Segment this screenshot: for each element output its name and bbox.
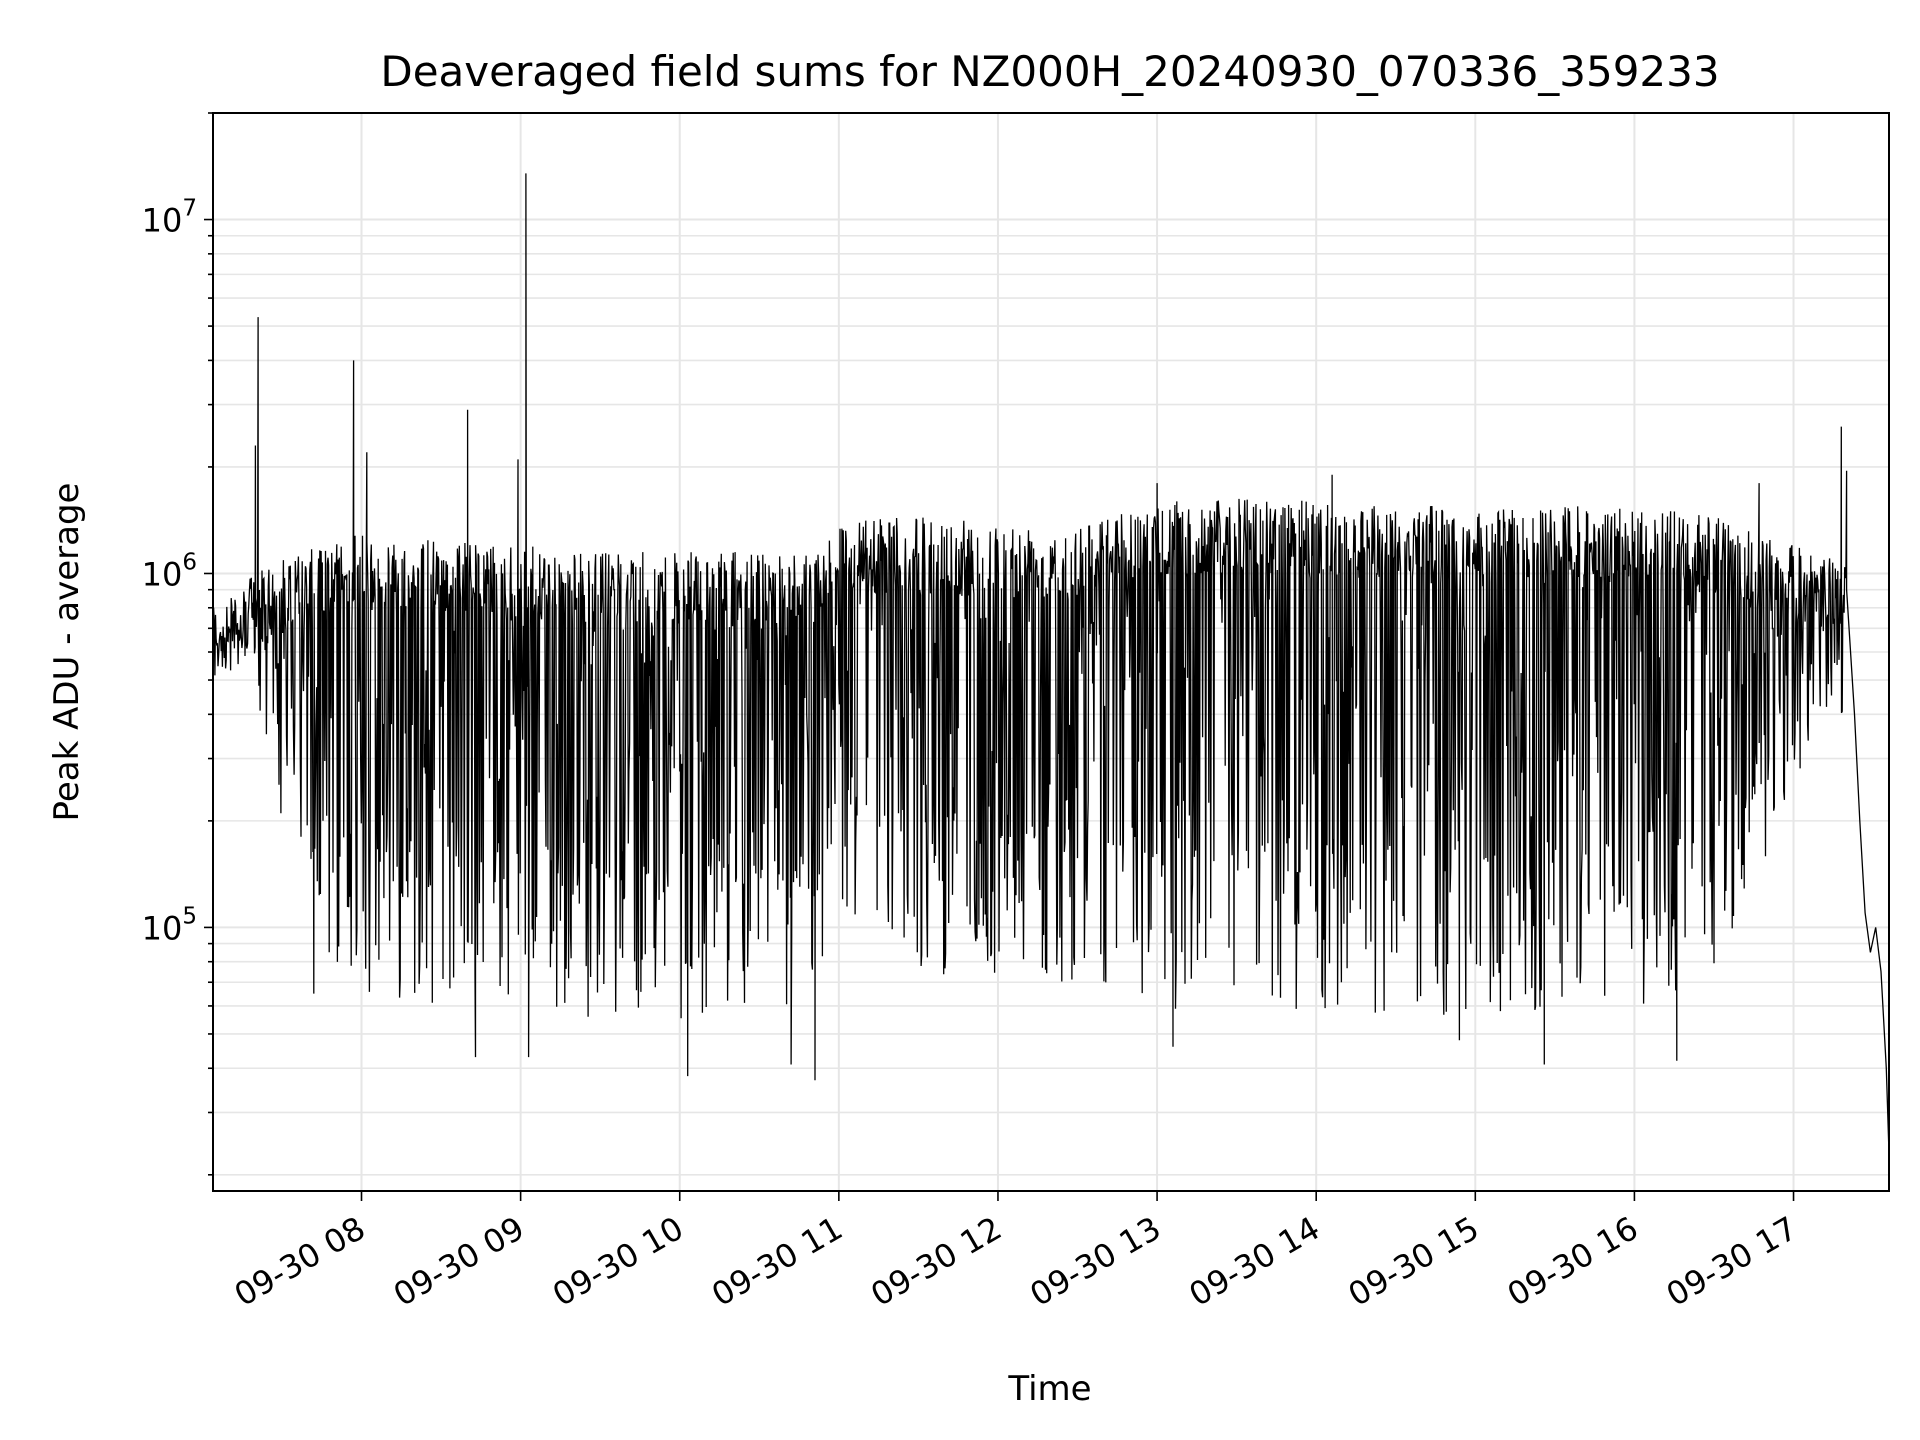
x-tick-label: 09-30 11 <box>705 1209 849 1314</box>
y-tick-label: 106 <box>142 549 197 593</box>
y-tick-exponent: 5 <box>182 903 197 929</box>
x-tick-label: 09-30 16 <box>1501 1209 1645 1314</box>
chart-title: Deaveraged field sums for NZ000H_2024093… <box>380 47 1719 96</box>
y-tick-base: 10 <box>142 909 183 947</box>
y-tick-base: 10 <box>142 555 183 593</box>
series <box>212 173 1890 1154</box>
y-tick-label: 105 <box>142 903 197 947</box>
x-tick-label: 09-30 12 <box>864 1209 1008 1314</box>
x-axis-label: Time <box>1007 1369 1091 1409</box>
x-tick-label: 09-30 09 <box>387 1209 531 1314</box>
y-tick-base: 10 <box>142 202 183 240</box>
x-tick-label: 09-30 13 <box>1023 1209 1167 1314</box>
series-line <box>212 173 1890 1154</box>
x-axis: 09-30 08 09-30 09 09-30 10 09-30 11 09-30 12… <box>228 1191 1804 1314</box>
x-tick-label: 09-30 15 <box>1342 1209 1486 1314</box>
y-tick-exponent: 6 <box>182 549 197 575</box>
x-tick-label: 09-30 14 <box>1183 1209 1327 1314</box>
x-tick-label: 09-30 08 <box>228 1209 372 1314</box>
x-tick-label: 09-30 17 <box>1660 1209 1804 1314</box>
x-tick-label: 09-30 10 <box>546 1209 690 1314</box>
y-tick-label: 107 <box>142 196 197 240</box>
y-tick-exponent: 7 <box>182 196 197 222</box>
y-axis-label: Peak ADU - average <box>47 483 87 822</box>
